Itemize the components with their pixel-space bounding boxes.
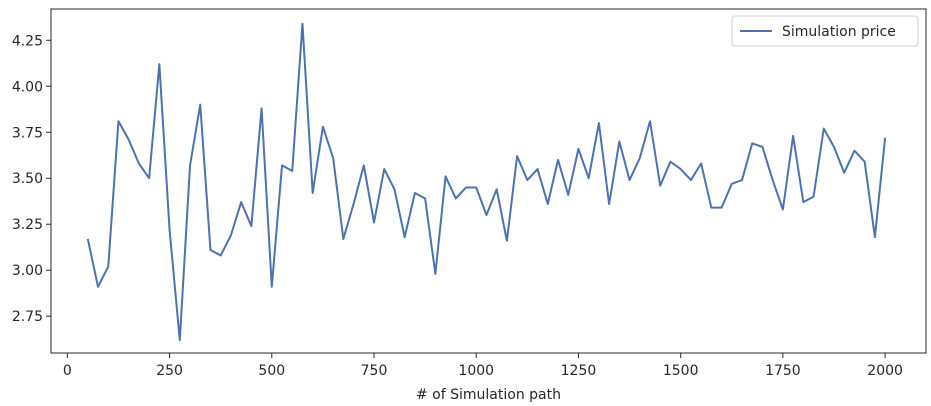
x-tick-label: 2000 — [867, 363, 903, 379]
x-tick-label: 1250 — [561, 363, 597, 379]
x-tick-label: 250 — [156, 363, 183, 379]
y-tick-label: 3.25 — [12, 217, 43, 233]
x-axis-label: # of Simulation path — [416, 387, 561, 403]
x-tick-label: 1500 — [663, 363, 699, 379]
x-tick-label: 0 — [63, 363, 72, 379]
x-tick-label: 500 — [258, 363, 285, 379]
legend-entry-simulation-price: Simulation price — [782, 24, 896, 40]
series-line-simulation-price — [86, 22, 887, 342]
x-tick-label: 1000 — [458, 363, 494, 379]
y-axis: 2.75 3.00 3.25 3.50 3.75 4.00 4.25 — [12, 33, 51, 325]
x-tick-label: 1750 — [765, 363, 801, 379]
y-tick-label: 4.25 — [12, 33, 43, 49]
plot-area — [50, 8, 927, 354]
y-tick-label: 3.50 — [12, 171, 43, 187]
y-tick-label: 3.00 — [12, 263, 43, 279]
y-tick-label: 4.00 — [12, 79, 43, 95]
x-axis: 0 250 500 750 1000 1250 1500 1750 2000 — [63, 353, 903, 379]
x-tick-label: 750 — [361, 363, 388, 379]
legend-box — [731, 15, 919, 47]
y-tick-label: 2.75 — [12, 309, 43, 325]
legend: Simulation price — [731, 15, 919, 47]
y-tick-label: 3.75 — [12, 125, 43, 141]
